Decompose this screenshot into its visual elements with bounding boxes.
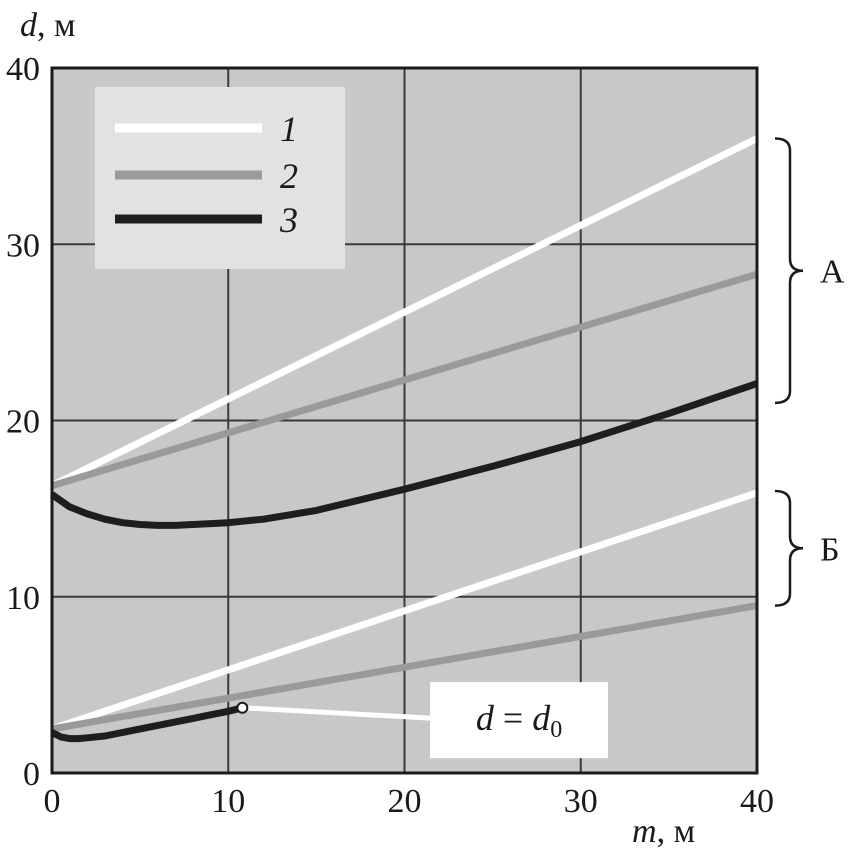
series-line-group2-1 [50, 489, 759, 733]
legend: 1 2 3 [95, 87, 345, 269]
legend-label-2: 2 [280, 156, 298, 196]
callout-eq: = [494, 698, 532, 738]
callout-text: d = d0 [476, 698, 562, 743]
series-lines [49, 135, 759, 743]
x-tick-label-4: 40 [740, 783, 774, 820]
series-line-group2-2 [51, 602, 758, 733]
x-axis-title: m, м [632, 813, 695, 850]
series-line-group1-3 [49, 380, 759, 529]
plot-frame [50, 66, 759, 775]
series-line-group2-3 [50, 704, 244, 743]
x-tick-label-3: 30 [564, 783, 598, 820]
annotation: d = d0 [236, 682, 609, 759]
x-tick-label-1: 10 [211, 783, 245, 820]
y-tick-label-3: 30 [6, 227, 40, 264]
x-tick-label-0: 0 [44, 783, 61, 820]
callout-var: d [476, 698, 495, 738]
y-axis-unit: , м [37, 7, 76, 44]
series-line-group1-1 [50, 135, 759, 489]
x-axis-var: m [632, 813, 657, 850]
group-label-2: Б [820, 531, 840, 568]
group-brackets: АБ [774, 137, 845, 607]
callout-point [236, 701, 249, 714]
y-tick-label-1: 10 [6, 580, 40, 617]
y-axis-title: d, м [20, 7, 76, 44]
callout-rhs: d [532, 698, 551, 738]
y-axis-var: d [20, 7, 38, 44]
y-tick-label-0: 0 [23, 756, 40, 793]
y-tick-label-2: 20 [6, 404, 40, 441]
callout-leader [242, 705, 431, 721]
x-axis-unit: , м [657, 813, 696, 850]
group-bracket-2 [774, 489, 804, 607]
legend-label-3: 3 [279, 200, 298, 240]
legend-label-1: 1 [280, 109, 298, 149]
group-bracket-1 [774, 137, 804, 405]
series-line-group1-2 [50, 270, 759, 490]
callout-sub: 0 [550, 717, 562, 743]
x-tick-label-2: 20 [388, 783, 422, 820]
group-label-1: А [820, 254, 845, 291]
callout-box [430, 682, 609, 759]
y-tick-label-4: 40 [6, 51, 40, 88]
